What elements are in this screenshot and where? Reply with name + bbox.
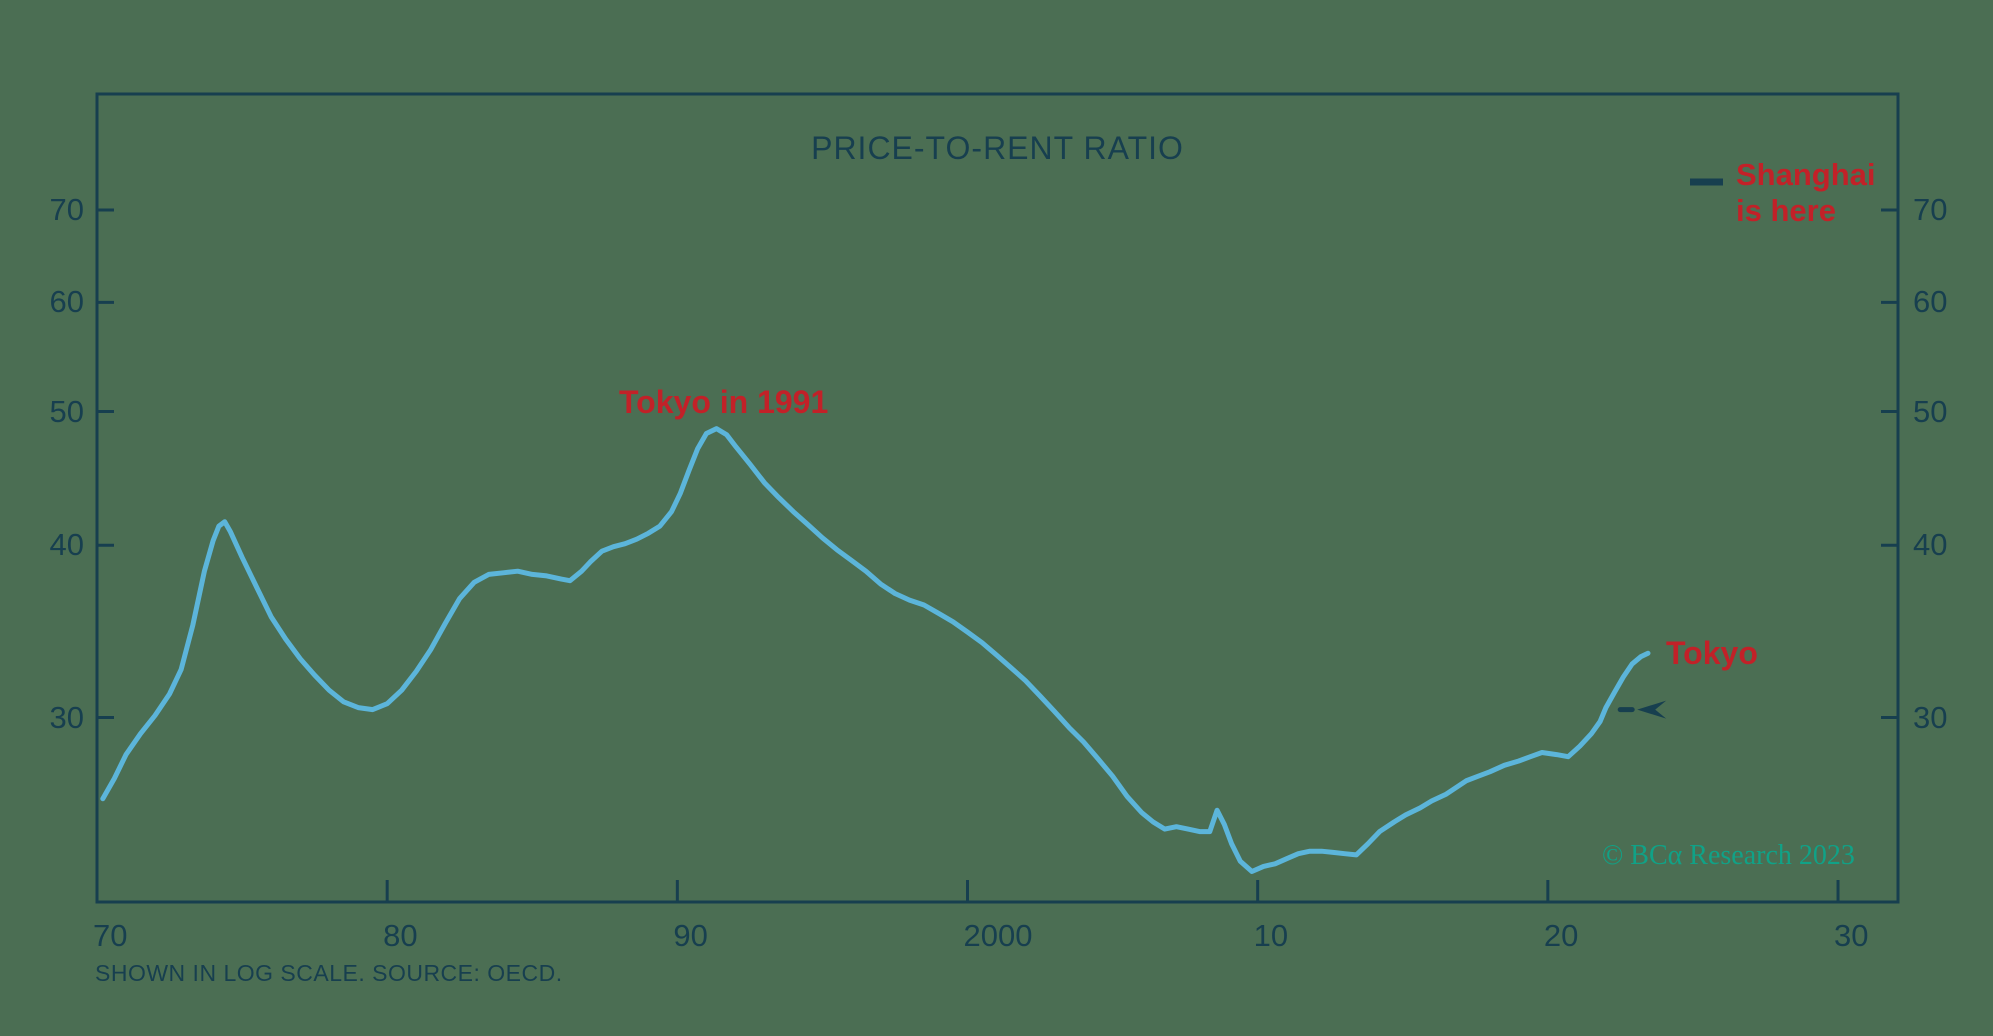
y-tick-label-30: 30 xyxy=(49,699,84,735)
y-axis-ticks xyxy=(97,208,1898,720)
x-tick-label-80: 80 xyxy=(383,918,418,953)
annotation-shanghai-is-here: Shanghai is here xyxy=(1736,157,1876,229)
y-tick-label-60: 60 xyxy=(49,284,84,320)
source-footnote: SHOWN IN LOG SCALE. SOURCE: OECD. xyxy=(95,960,563,986)
x-axis-ticks xyxy=(95,880,1840,902)
y-tick-label-50: 50 xyxy=(1913,393,1948,429)
x-tick-label-30: 30 xyxy=(1834,918,1869,953)
bca-research-watermark: © BCα Research 2023 xyxy=(1602,840,1855,871)
axes-frame xyxy=(95,92,1900,904)
annotation-shanghai-line2: is here xyxy=(1736,193,1836,228)
shanghai-marker xyxy=(1617,700,1667,719)
x-tick-label-70: 70 xyxy=(93,918,128,953)
y-tick-label-40: 40 xyxy=(49,527,84,563)
x-tick-label-10: 10 xyxy=(1253,918,1289,953)
chart-title: PRICE-TO-RENT RATIO xyxy=(811,130,1184,166)
y-tick-label-70: 70 xyxy=(1913,192,1948,227)
annotation-tokyo-current: Tokyo xyxy=(1666,635,1758,671)
y-tick-label-50: 50 xyxy=(49,393,84,429)
y-tick-label-40: 40 xyxy=(1913,527,1948,563)
y-tick-label-60: 60 xyxy=(1913,284,1948,320)
x-tick-label-20: 20 xyxy=(1543,918,1579,953)
tokyo-line xyxy=(100,426,1651,874)
y-tick-label-30: 30 xyxy=(1913,699,1948,735)
x-tick-label-90: 90 xyxy=(673,918,708,953)
y-tick-label-70: 70 xyxy=(49,192,84,227)
x-tick-label-2000: 2000 xyxy=(963,918,1033,953)
annotation-tokyo-1991: Tokyo in 1991 xyxy=(619,384,829,420)
annotation-shanghai-line1: Shanghai xyxy=(1736,157,1876,192)
